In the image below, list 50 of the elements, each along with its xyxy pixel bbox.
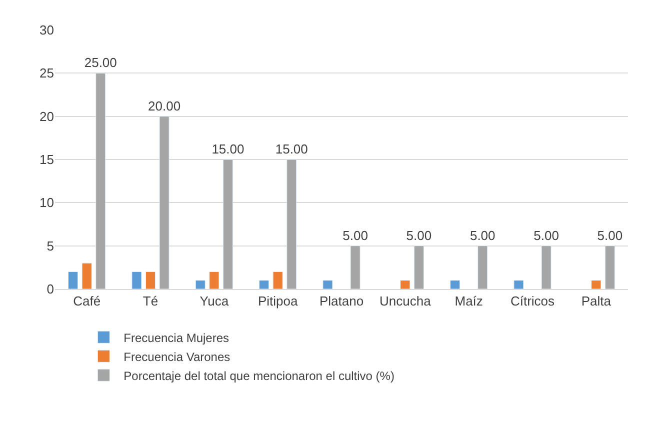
bar	[322, 280, 333, 289]
data-label: 15.00	[275, 142, 308, 156]
bar	[541, 246, 552, 289]
bar	[604, 246, 615, 289]
x-tick-label: Yuca	[200, 294, 230, 309]
bar	[591, 280, 602, 289]
data-label: 5.00	[342, 228, 368, 243]
x-tick-label: Uncucha	[380, 294, 432, 309]
bar	[222, 159, 233, 289]
bar	[400, 280, 410, 289]
x-tick-label: Cítricos	[510, 294, 556, 309]
bar	[159, 116, 170, 289]
bar	[82, 262, 92, 289]
bar	[272, 271, 283, 289]
bar	[478, 246, 488, 289]
y-tick-label: 15	[40, 152, 54, 168]
bar	[259, 280, 270, 289]
x-tick-label: Maíz	[454, 294, 483, 309]
x-tick-label: Café	[73, 294, 101, 309]
bar	[145, 271, 156, 289]
bar	[514, 280, 524, 289]
x-tick-label: Platano	[319, 294, 364, 309]
bar	[350, 246, 360, 289]
data-label: 20.00	[148, 98, 181, 114]
bar	[96, 72, 106, 289]
bar	[450, 280, 460, 289]
data-label: 5.00	[597, 228, 623, 243]
data-label: 5.00	[534, 228, 559, 243]
bar	[132, 271, 142, 289]
y-tick-label: 20	[40, 108, 54, 124]
x-tick-label: Palta	[581, 294, 612, 309]
bar	[209, 271, 220, 289]
legend-label: Frecuencia Mujeres	[124, 330, 230, 345]
legend-label: Frecuencia Varones	[124, 350, 230, 364]
bar	[414, 246, 424, 289]
bar	[195, 280, 206, 289]
data-label: 15.00	[212, 142, 244, 156]
bar	[286, 159, 297, 289]
data-label: 5.00	[406, 228, 432, 243]
y-tick-label: 25	[40, 66, 54, 81]
bar	[68, 271, 78, 289]
x-tick-label: Pitipoa	[258, 294, 298, 309]
y-tick-label: 0	[46, 282, 54, 297]
y-tick-label: 30	[40, 22, 54, 38]
legend-label: Porcentaje del total que mencionaron el cultivo (%)	[124, 368, 394, 383]
y-tick-label: 5	[46, 238, 54, 254]
y-tick-label: 10	[40, 195, 54, 210]
data-label: 25.00	[84, 55, 117, 70]
data-label: 5.00	[470, 228, 496, 243]
x-tick-label: Té	[142, 294, 158, 309]
